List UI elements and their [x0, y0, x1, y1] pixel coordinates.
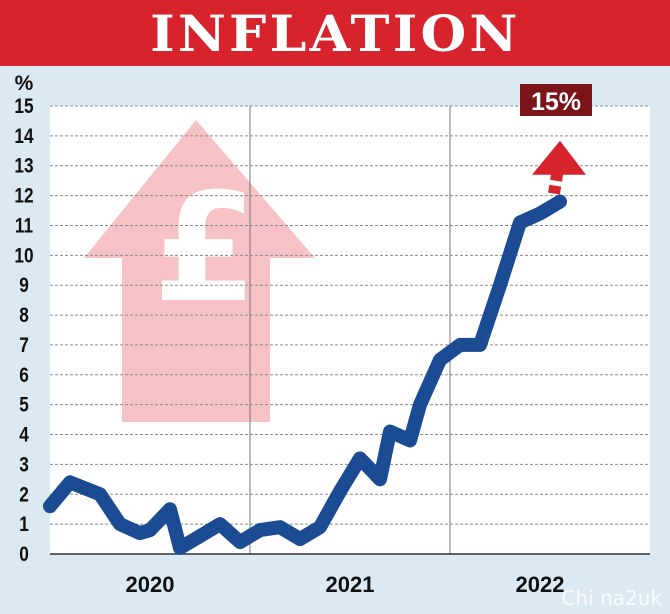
- y-tick-label: 9: [19, 275, 29, 298]
- y-tick-label: 11: [15, 215, 33, 238]
- y-tick-label: 7: [19, 334, 29, 357]
- y-tick-label: 8: [19, 305, 29, 328]
- chart-title: INFLATION: [149, 3, 521, 63]
- y-tick-label: 2: [19, 484, 29, 507]
- projection-label: 15%: [531, 88, 581, 116]
- y-tick-label: 6: [19, 364, 29, 387]
- x-year-label: 2021: [326, 572, 375, 597]
- y-tick-label: 4: [19, 424, 29, 447]
- y-tick-label: 10: [14, 245, 33, 268]
- y-tick-label: 13: [14, 155, 33, 178]
- projection-arrow-icon: [532, 140, 586, 175]
- pound-symbol: £: [153, 162, 257, 336]
- y-tick-label: 5: [19, 394, 29, 417]
- y-tick-label: 15: [14, 96, 33, 119]
- projection-label-box: [520, 84, 592, 116]
- watermark: Chi na2uk: [561, 586, 662, 610]
- y-tick-label: 14: [14, 125, 33, 148]
- y-tick-label: 3: [19, 454, 29, 477]
- y-axis-label: %: [15, 72, 34, 95]
- y-tick-label: 0: [19, 544, 29, 567]
- y-tick-label: 1: [19, 514, 29, 537]
- inflation-line: [43, 194, 567, 556]
- title-banner: INFLATION: [0, 0, 670, 66]
- y-tick-label: 12: [14, 185, 33, 208]
- x-year-label: 2020: [126, 572, 175, 597]
- x-year-label: 2022: [516, 572, 565, 597]
